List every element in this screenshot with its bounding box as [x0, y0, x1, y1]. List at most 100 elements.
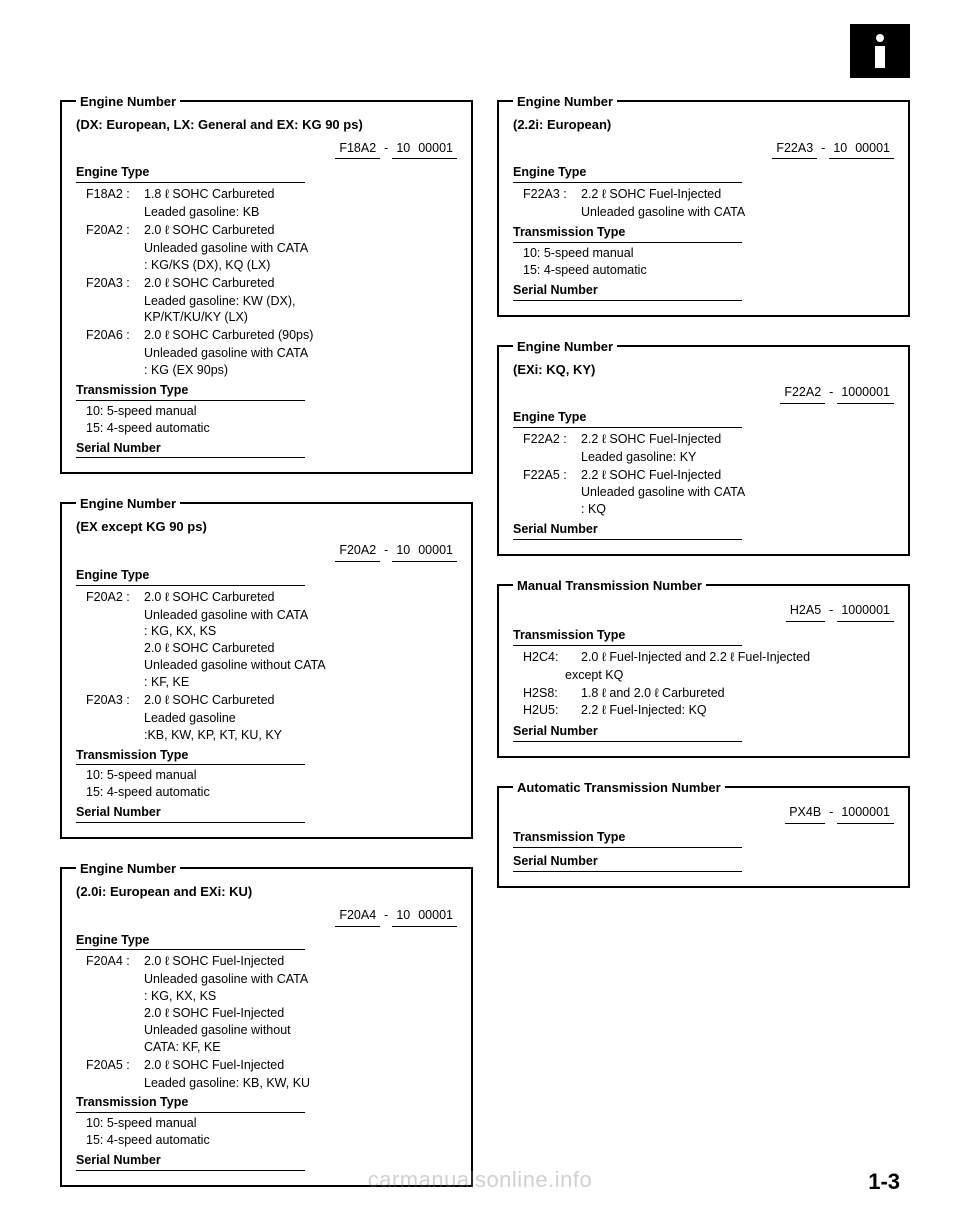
entry-value: 2.2 ℓ Fuel-Injected: KQ: [581, 702, 894, 719]
entries: H2C4:2.0 ℓ Fuel-Injected and 2.2 ℓ Fuel-…: [513, 649, 894, 720]
engine-number-box-2-2i: Engine Number (2.2i: European) F22A3 - 1…: [497, 100, 910, 317]
code-engine-type: F20A2: [335, 542, 380, 562]
entry-subline: Leaded gasoline: [144, 710, 457, 727]
box-title: Automatic Transmission Number: [513, 779, 725, 797]
line: 15: 4-speed automatic: [523, 262, 894, 279]
entry-subline: 2.0 ℓ SOHC Fuel-Injected: [144, 1005, 457, 1022]
box-title: Manual Transmission Number: [513, 577, 706, 595]
box-subtitle: (2.2i: European): [513, 116, 894, 134]
trans-lines: 10: 5-speed manual15: 4-speed automatic: [76, 403, 457, 437]
entry-value: 2.0 ℓ SOHC Fuel-Injected: [144, 1057, 457, 1074]
transmission-type-label: Transmission Type: [76, 1094, 305, 1113]
entry-key: F20A3 :: [86, 275, 144, 292]
engine-type-label: Engine Type: [76, 567, 305, 586]
entry-row: F22A5 :2.2 ℓ SOHC Fuel-Injected: [523, 467, 894, 484]
entry-row: F20A2 :2.0 ℓ SOHC Carbureted: [86, 222, 457, 239]
entry-subline: 2.0 ℓ SOHC Carbureted: [144, 640, 457, 657]
code-serial: 00001: [851, 140, 894, 160]
entry-subline: Leaded gasoline: KY: [581, 449, 894, 466]
entry-row: F18A2 :1.8 ℓ SOHC Carbureted: [86, 186, 457, 203]
line: 15: 4-speed automatic: [86, 1132, 457, 1149]
entry-row: H2U5:2.2 ℓ Fuel-Injected: KQ: [523, 702, 894, 719]
entry-subline: :KB, KW, KP, KT, KU, KY: [144, 727, 457, 744]
left-column: Engine Number (DX: European, LX: General…: [60, 100, 473, 1187]
entry-row: F20A6 :2.0 ℓ SOHC Carbureted (90ps): [86, 327, 457, 344]
entry-subline: Unleaded gasoline without CATA: [144, 657, 457, 674]
entry-row: F22A3 :2.2 ℓ SOHC Fuel-Injected: [523, 186, 894, 203]
trans-lines: 10: 5-speed manual15: 4-speed automatic: [513, 245, 894, 279]
entry-value: 2.2 ℓ SOHC Fuel-Injected: [581, 431, 894, 448]
code-serial: 1000001: [837, 602, 894, 622]
entry-subline: : KQ: [581, 501, 894, 518]
entries: F18A2 :1.8 ℓ SOHC CarburetedLeaded gasol…: [76, 186, 457, 379]
code-line: F18A2 - 10 00001: [76, 140, 457, 160]
engine-type-label: Engine Type: [513, 409, 742, 428]
transmission-type-label: Transmission Type: [513, 627, 742, 646]
right-column: Engine Number (2.2i: European) F22A3 - 1…: [497, 100, 910, 1187]
transmission-type-label: Transmission Type: [513, 829, 742, 848]
entry-subline: : KG/KS (DX), KQ (LX): [144, 257, 457, 274]
code-line: PX4B - 1000001: [513, 804, 894, 824]
entry-row: F22A2 :2.2 ℓ SOHC Fuel-Injected: [523, 431, 894, 448]
entry-key: H2S8:: [523, 685, 581, 702]
entry-value: 2.2 ℓ SOHC Fuel-Injected: [581, 467, 894, 484]
entry-value: 2.0 ℓ SOHC Fuel-Injected: [144, 953, 457, 970]
page-number: 1-3: [868, 1169, 900, 1195]
entry-key: F22A2 :: [523, 431, 581, 448]
entry-key: F22A3 :: [523, 186, 581, 203]
entry-row: F20A5 :2.0 ℓ SOHC Fuel-Injected: [86, 1057, 457, 1074]
transmission-type-label: Transmission Type: [76, 747, 305, 766]
entry-subline: Leaded gasoline: KB: [144, 204, 457, 221]
trans-lines: 10: 5-speed manual15: 4-speed automatic: [76, 1115, 457, 1149]
entry-subline: Leaded gasoline: KB, KW, KU: [144, 1075, 457, 1092]
entry-value: 2.0 ℓ SOHC Carbureted: [144, 275, 457, 292]
line: 10: 5-speed manual: [86, 403, 457, 420]
entry-subline: Unleaded gasoline with CATA: [144, 607, 457, 624]
box-title: Engine Number: [513, 338, 617, 356]
entry-subline: Unleaded gasoline with CATA: [581, 204, 894, 221]
code-line: F22A2 - 1000001: [513, 384, 894, 404]
entry-value: 2.0 ℓ Fuel-Injected and 2.2 ℓ Fuel-Injec…: [581, 649, 894, 666]
code-trans-type: H2A5: [786, 602, 825, 622]
entry-value: 2.0 ℓ SOHC Carbureted: [144, 589, 457, 606]
entry-subline: Leaded gasoline: KW (DX),: [144, 293, 457, 310]
code-serial: 00001: [414, 907, 457, 927]
entry-row: H2C4:2.0 ℓ Fuel-Injected and 2.2 ℓ Fuel-…: [523, 649, 894, 666]
entry-key: F18A2 :: [86, 186, 144, 203]
line: 10: 5-speed manual: [86, 767, 457, 784]
line: 10: 5-speed manual: [523, 245, 894, 262]
engine-number-box-exi: Engine Number (EXi: KQ, KY) F22A2 - 1000…: [497, 345, 910, 557]
entry-row: F20A4 :2.0 ℓ SOHC Fuel-Injected: [86, 953, 457, 970]
entry-key: F22A5 :: [523, 467, 581, 484]
entry-subline: except KQ: [565, 667, 894, 684]
serial-number-label: Serial Number: [76, 804, 305, 823]
entry-value: 2.0 ℓ SOHC Carbureted: [144, 222, 457, 239]
entry-key: F20A6 :: [86, 327, 144, 344]
code-trans-type: 10: [392, 907, 414, 927]
entry-key: F20A2 :: [86, 589, 144, 606]
code-serial: 00001: [414, 542, 457, 562]
manual-transmission-number-box: Manual Transmission Number H2A5 - 100000…: [497, 584, 910, 758]
engine-number-box-2-0i: Engine Number (2.0i: European and EXi: K…: [60, 867, 473, 1187]
automatic-transmission-number-box: Automatic Transmission Number PX4B - 100…: [497, 786, 910, 888]
entry-key: F20A3 :: [86, 692, 144, 709]
box-title: Engine Number: [513, 93, 617, 111]
serial-number-label: Serial Number: [513, 282, 742, 301]
entry-value: 2.0 ℓ SOHC Carbureted: [144, 692, 457, 709]
entries: F22A3 :2.2 ℓ SOHC Fuel-InjectedUnleaded …: [513, 186, 894, 221]
code-line: H2A5 - 1000001: [513, 602, 894, 622]
entry-subline: : KG (EX 90ps): [144, 362, 457, 379]
serial-number-label: Serial Number: [513, 521, 742, 540]
info-badge-icon: [850, 24, 910, 78]
entries: F20A2 :2.0 ℓ SOHC CarburetedUnleaded gas…: [76, 589, 457, 744]
entries: F22A2 :2.2 ℓ SOHC Fuel-InjectedLeaded ga…: [513, 431, 894, 518]
serial-number-label: Serial Number: [76, 440, 305, 459]
code-serial: 1000001: [837, 804, 894, 824]
serial-number-label: Serial Number: [513, 853, 742, 872]
serial-number-label: Serial Number: [76, 1152, 305, 1171]
trans-lines: 10: 5-speed manual15: 4-speed automatic: [76, 767, 457, 801]
entry-key: F20A2 :: [86, 222, 144, 239]
entry-subline: Unleaded gasoline with CATA: [581, 484, 894, 501]
code-trans-type: 10: [392, 140, 414, 160]
entry-key: H2U5:: [523, 702, 581, 719]
